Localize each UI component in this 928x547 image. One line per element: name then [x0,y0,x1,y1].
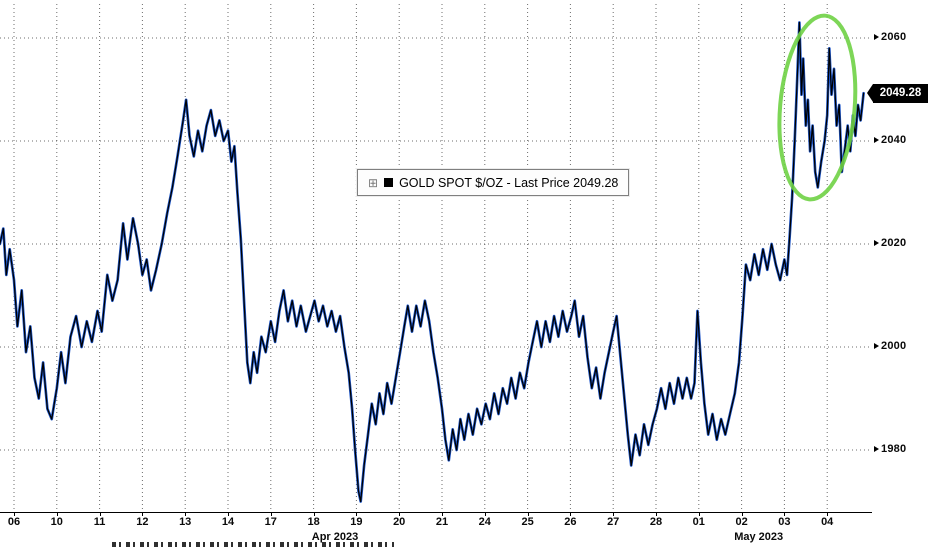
axis-tick-arrow-icon [874,343,879,349]
x-axis-label: 13 [179,516,192,528]
x-axis-tickmark [356,512,358,516]
x-axis-label: 28 [649,516,663,528]
x-axis-tickmark [527,512,529,516]
y-axis-label: 2000 [874,340,906,352]
x-axis-label: 27 [607,516,620,528]
x-axis-tickmark [313,512,315,516]
legend-label: GOLD SPOT $/OZ - Last Price 2049.28 [399,175,619,190]
x-axis-tickmark [570,512,572,516]
x-axis-label: 01 [692,516,705,528]
x-axis-tickmark [228,512,229,516]
x-axis-line [0,512,872,513]
x-axis-tickmark [698,512,700,516]
last-price-badge: 2049.28 [867,83,928,103]
x-axis-tickmark [656,512,657,516]
x-axis-label: 03 [778,516,791,528]
x-axis-tickmark [99,512,101,516]
series-swatch-icon [384,178,394,187]
cropped-bottom-text [112,542,394,547]
badge-pointer-icon [867,83,873,102]
x-axis-tickmark [185,512,187,516]
price-line-black [0,21,865,503]
x-axis-tickmark [613,512,615,516]
x-axis-label: 19 [350,516,363,528]
x-axis-tickmark [484,512,486,516]
x-axis-label: 24 [478,516,491,528]
x-axis-tickmark [442,512,443,516]
x-axis-tickmark [56,512,58,516]
month-label: Apr 2023 [311,531,359,543]
x-axis-tickmark [270,512,272,516]
x-axis-tickmark [142,512,144,516]
x-axis-tickmark [741,512,743,516]
last-price-value: 2049.28 [879,87,922,100]
x-axis-tickmark [14,512,15,516]
axis-tick-arrow-icon [874,34,879,40]
axis-tick-arrow-icon [874,240,879,246]
y-axis-label: 1980 [874,443,906,455]
chart-legend: ⊞ GOLD SPOT $/OZ - Last Price 2049.28 [357,169,630,196]
x-axis-label: 12 [136,516,149,528]
y-axis-label: 2060 [874,31,906,43]
highlight-ellipse-annotation [777,13,858,202]
axis-tick-arrow-icon [874,137,879,143]
x-axis-label: 17 [264,516,277,528]
x-axis-label: 04 [821,516,834,528]
x-axis-label: 21 [435,516,449,528]
x-axis-tickmark [784,512,786,516]
x-axis-label: 11 [93,516,106,528]
month-label: May 2023 [734,531,784,543]
x-axis-tickmark [827,512,829,516]
x-axis-label: 18 [307,516,320,528]
y-axis: 2060 2040 2020 2000 1980 [874,0,928,513]
x-axis-label: 20 [393,516,406,528]
x-axis-tickmark [399,512,401,516]
x-axis-label: 25 [521,516,534,528]
x-axis-label: 14 [221,516,235,528]
x-axis-label: 10 [50,516,63,528]
x-axis-label: 02 [735,516,748,528]
x-axis-label: 06 [7,516,21,528]
y-axis-label: 2020 [874,237,906,249]
expand-grid-icon: ⊞ [368,175,379,190]
y-axis-label: 2040 [874,134,906,146]
price-plot-canvas [0,4,872,512]
axis-tick-arrow-icon [874,446,879,452]
x-axis-label: 26 [564,516,577,528]
